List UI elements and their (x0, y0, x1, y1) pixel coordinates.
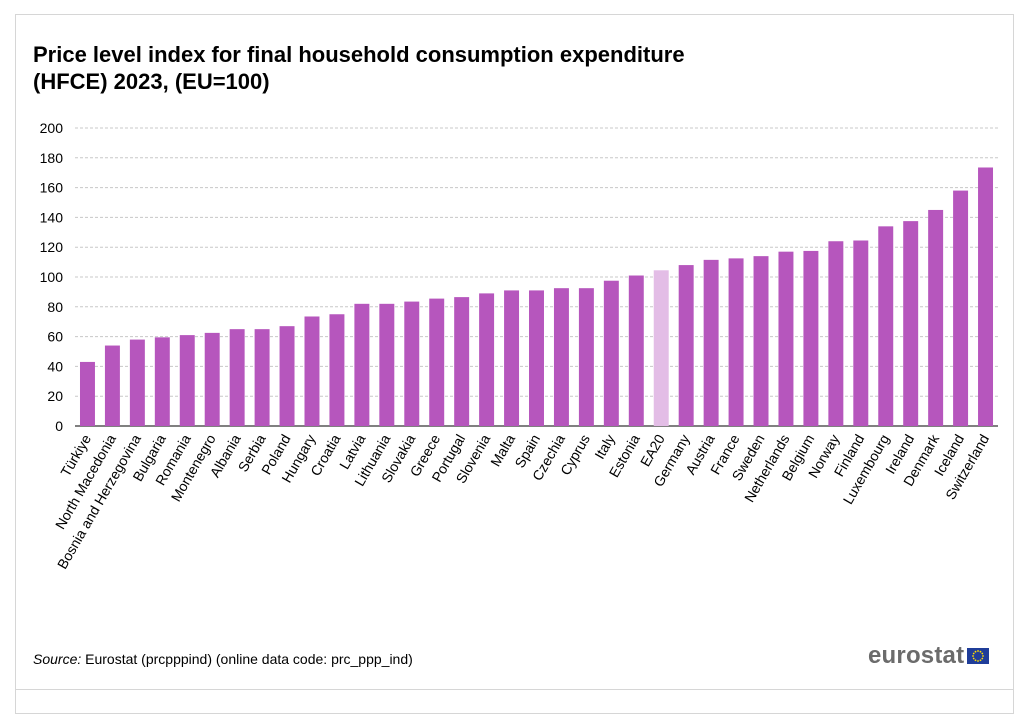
eurostat-logo[interactable]: eurostat (868, 641, 990, 671)
logo-text: eurostat (868, 642, 965, 669)
bar-france[interactable] (728, 258, 744, 426)
bar-montenegro[interactable] (204, 332, 220, 426)
bar-bosnia-and-herzegovina[interactable] (129, 339, 145, 426)
bar-portugal[interactable] (454, 297, 470, 426)
bar-sweden[interactable] (753, 256, 769, 426)
bar-hungary[interactable] (304, 316, 320, 426)
bar-t-rkiye[interactable] (79, 361, 95, 426)
y-tick-label: 160 (40, 180, 64, 196)
bar-netherlands[interactable] (778, 251, 794, 426)
bar-bulgaria[interactable] (154, 337, 170, 426)
footer-divider (16, 689, 1013, 690)
bar-malta[interactable] (504, 290, 520, 426)
y-tick-label: 40 (47, 358, 63, 374)
bar-denmark[interactable] (928, 209, 944, 426)
bar-slovenia[interactable] (479, 293, 495, 426)
bar-finland[interactable] (853, 240, 869, 426)
bar-north-macedonia[interactable] (104, 345, 120, 426)
y-tick-label: 180 (40, 150, 64, 166)
y-tick-label: 100 (40, 269, 64, 285)
y-tick-label: 20 (47, 388, 63, 404)
eu-flag-icon (967, 648, 990, 664)
bar-cyprus[interactable] (578, 288, 594, 426)
y-tick-label: 60 (47, 329, 63, 345)
bar-austria[interactable] (703, 259, 719, 426)
bar-slovakia[interactable] (404, 301, 420, 426)
bar-croatia[interactable] (329, 314, 345, 426)
y-tick-label: 120 (40, 239, 64, 255)
chart-title-line-2: (HFCE) 2023, (EU=100) (33, 69, 270, 94)
bar-spain[interactable] (529, 290, 544, 426)
bar-serbia[interactable] (254, 329, 270, 426)
y-tick-label: 200 (40, 120, 64, 136)
y-tick-label: 80 (47, 299, 63, 315)
bar-norway[interactable] (828, 241, 844, 426)
bar-poland[interactable] (279, 326, 295, 426)
bar-czechia[interactable] (553, 288, 569, 426)
y-tick-label: 140 (40, 209, 64, 225)
y-tick-label: 0 (55, 418, 63, 434)
chart-title-line-1: Price level index for final household co… (33, 42, 685, 67)
bar-romania[interactable] (179, 335, 195, 426)
bar-greece[interactable] (429, 298, 445, 426)
bar-ea20[interactable] (653, 270, 669, 426)
bar-switzerland[interactable] (978, 167, 994, 427)
bar-albania[interactable] (229, 329, 245, 426)
source-label: Source: (33, 651, 82, 667)
bar-italy[interactable] (603, 280, 619, 426)
bar-germany[interactable] (678, 265, 694, 426)
bar-iceland[interactable] (953, 190, 969, 426)
source-note: Source: Eurostat (prcpppind) (online dat… (33, 651, 413, 667)
chart-title: Price level index for final household co… (33, 41, 913, 95)
bar-lithuania[interactable] (379, 303, 395, 426)
y-axis-ticks: 0 20 40 60 80 100 120 140 160 180 200 (40, 120, 64, 434)
bar-latvia[interactable] (354, 303, 370, 426)
bar-belgium[interactable] (803, 250, 819, 426)
bars (79, 167, 994, 427)
bar-ireland[interactable] (903, 221, 919, 426)
bar-luxembourg[interactable] (878, 226, 894, 426)
source-text: Eurostat (prcpppind) (online data code: … (85, 651, 413, 667)
bar-estonia[interactable] (628, 275, 644, 426)
